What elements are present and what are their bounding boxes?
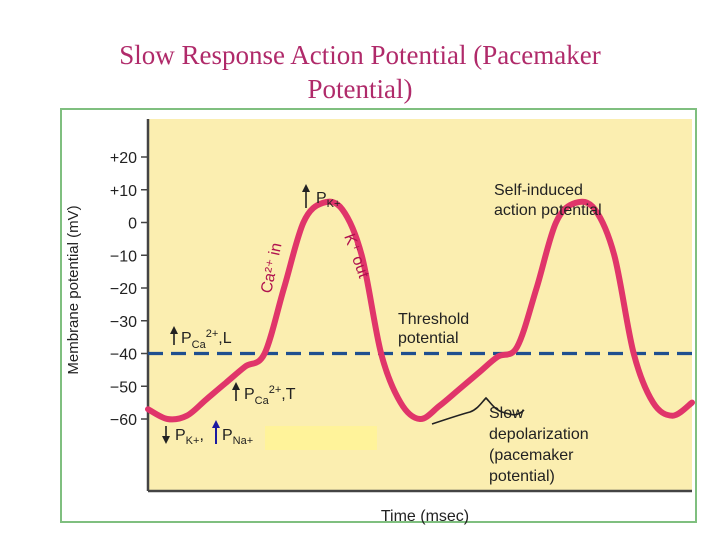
svg-text:Threshold: Threshold: [398, 311, 469, 328]
slide-title-line-1: Slow Response Action Potential (Pacemake…: [119, 40, 601, 70]
y-tick-label: −40: [110, 347, 137, 364]
x-axis-label: Time (msec): [381, 508, 469, 525]
annotation-pca-t: PCa2+,T: [232, 382, 296, 407]
svg-text:PK+: PK+: [316, 190, 340, 210]
svg-text:(pacemaker: (pacemaker: [489, 447, 574, 464]
y-tick-label: +10: [110, 183, 137, 200]
slide-title-line-2: Potential): [307, 74, 413, 104]
svg-text:Self-induced: Self-induced: [494, 182, 583, 199]
y-axis-ticks: +20 +10 0 −10 −20 −30 −40 −50 −60: [110, 150, 148, 429]
svg-text:Slow: Slow: [489, 405, 524, 422]
svg-text:PCa2+,T: PCa2+,T: [244, 384, 296, 407]
y-tick-label: 0: [128, 216, 137, 233]
y-axis-label: Membrane potential (mV): [65, 205, 82, 374]
svg-text:potential: potential: [398, 330, 459, 347]
y-tick-label: −50: [110, 379, 137, 396]
y-tick-label: −20: [110, 281, 137, 298]
membrane-potential-trace: [145, 198, 695, 423]
plot-area: [148, 119, 692, 491]
svg-text:depolarization: depolarization: [489, 426, 589, 443]
svg-text:PNa+: PNa+: [222, 427, 253, 447]
annotation-pca-l: PCa2+,L: [170, 326, 232, 351]
annotation-pk-pna: PK+, PNa+: [162, 420, 253, 447]
highlight-box: [265, 426, 377, 450]
svg-text:PCa2+,L: PCa2+,L: [181, 328, 232, 351]
annotation-self-induced: Self-induced action potential: [494, 182, 602, 219]
svg-text:action potential: action potential: [494, 202, 602, 219]
annotation-pk-up: PK+: [302, 184, 340, 210]
y-tick-label: +20: [110, 150, 137, 167]
svg-text:potential): potential): [489, 468, 555, 485]
annotation-threshold: Threshold potential: [398, 311, 469, 347]
annotation-slow-depolarization: Slow depolarization (pacemaker potential…: [431, 396, 589, 485]
y-tick-label: −10: [110, 248, 137, 265]
slide-title: Slow Response Action Potential (Pacemake…: [0, 38, 720, 106]
y-tick-label: −60: [110, 412, 137, 429]
svg-text:PK+,: PK+,: [175, 427, 204, 447]
y-tick-label: −30: [110, 314, 137, 331]
